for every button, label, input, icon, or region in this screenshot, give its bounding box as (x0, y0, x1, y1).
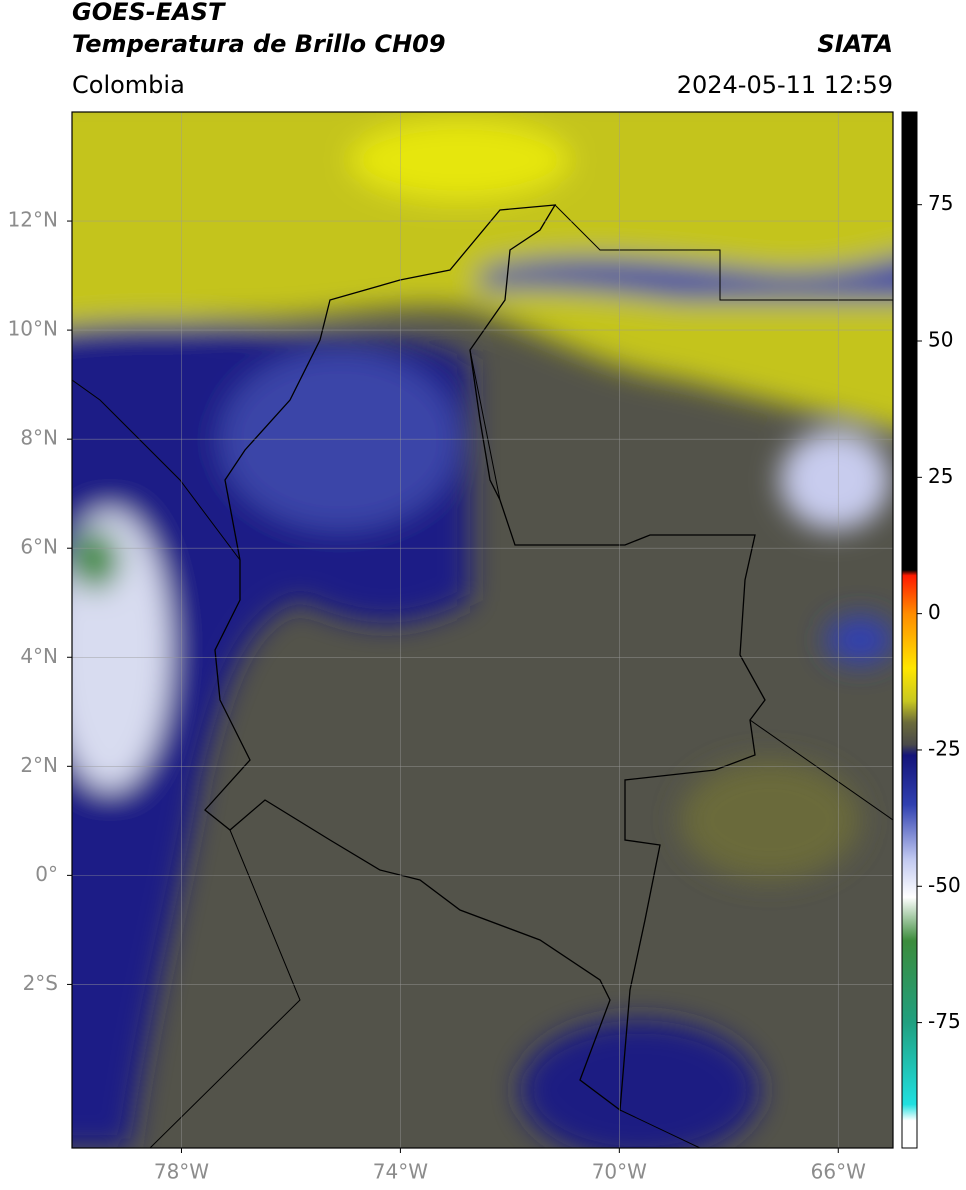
colorbar-tick-label: -50 (928, 873, 961, 897)
y-tick-label: 0° (35, 862, 58, 886)
datetime: 2024-05-11 12:59 (677, 71, 893, 99)
x-tick-label: 74°W (373, 1160, 428, 1184)
colorbar-tick-label: 0 (928, 600, 941, 624)
region: Colombia (72, 71, 185, 99)
x-tick-label: 66°W (811, 1160, 866, 1184)
satellite-image (72, 112, 893, 1148)
y-tick-label: 2°S (23, 971, 58, 995)
x-tick-label: 78°W (154, 1160, 209, 1184)
x-tick-label: 70°W (592, 1160, 647, 1184)
title: GOES-EAST (72, 0, 226, 26)
colorbar-tick-label: 75 (928, 191, 953, 215)
y-tick-label: 12°N (8, 208, 58, 232)
colorbar-tick-label: -75 (928, 1009, 961, 1033)
y-tick-label: 6°N (20, 535, 58, 559)
colorbar (901, 111, 918, 1149)
y-tick-label: 8°N (20, 426, 58, 450)
colorbar-tick-label: -25 (928, 736, 961, 760)
subtitle: Temperatura de Brillo CH09 (72, 30, 446, 58)
grid (72, 112, 893, 1148)
colorbar-tick-label: 50 (928, 328, 953, 352)
y-tick-label: 10°N (8, 317, 58, 341)
colorbar-tick-label: 25 (928, 464, 953, 488)
source: SIATA (817, 30, 893, 58)
map-frame (71, 111, 894, 1149)
y-tick-label: 4°N (20, 644, 58, 668)
y-tick-label: 2°N (20, 753, 58, 777)
